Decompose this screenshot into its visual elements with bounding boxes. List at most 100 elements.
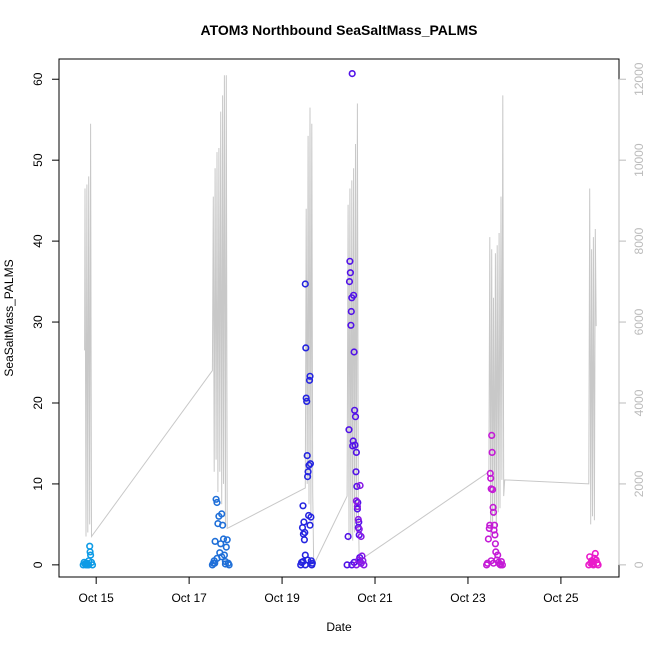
data-point xyxy=(301,280,309,288)
y-tick-label: 50 xyxy=(31,153,45,167)
data-point xyxy=(352,561,361,569)
data-point xyxy=(488,431,496,440)
y-tick-label: 40 xyxy=(31,234,45,248)
data-point xyxy=(344,532,352,541)
data-point xyxy=(347,307,355,316)
x-axis: Oct 15 Oct 17 Oct 19 Oct 21 Oct 23 Oct 25 xyxy=(78,576,579,605)
data-point xyxy=(86,551,95,559)
data-point xyxy=(308,559,316,567)
data-point xyxy=(343,561,351,569)
data-point xyxy=(357,532,365,541)
data-point xyxy=(350,291,358,299)
data-point xyxy=(351,441,359,449)
x-tick-label: Oct 23 xyxy=(450,591,486,605)
data-point xyxy=(300,536,309,544)
data-point xyxy=(351,413,360,421)
data-point xyxy=(497,557,506,566)
data-point xyxy=(488,448,496,457)
data-point xyxy=(222,543,230,551)
secondary-y-tick-label: 2000 xyxy=(632,470,646,497)
data-point xyxy=(353,482,361,491)
data-point xyxy=(350,348,358,356)
data-point xyxy=(218,553,226,561)
data-point xyxy=(352,448,361,457)
data-point xyxy=(348,69,356,78)
data-point xyxy=(489,508,498,516)
data-point xyxy=(345,426,353,434)
data-point xyxy=(211,537,219,546)
data-point xyxy=(86,548,94,556)
data-point xyxy=(498,561,507,569)
data-point xyxy=(487,474,495,482)
x-tick-label: Oct 17 xyxy=(171,591,207,605)
secondary-y-tick-label: 0 xyxy=(632,561,646,568)
data-point xyxy=(347,321,355,329)
secondary-series xyxy=(84,75,597,566)
data-point xyxy=(345,278,354,286)
data-points xyxy=(79,69,602,569)
y-tick-label: 20 xyxy=(31,396,45,410)
data-point xyxy=(225,561,233,569)
data-point xyxy=(219,521,227,529)
data-point xyxy=(489,559,498,567)
data-point xyxy=(303,397,311,406)
data-point xyxy=(594,561,602,569)
data-point xyxy=(356,481,364,490)
data-point xyxy=(86,542,94,550)
data-point xyxy=(353,505,362,513)
data-point xyxy=(305,376,314,384)
y-tick-label: 10 xyxy=(31,477,45,491)
data-point xyxy=(486,521,494,529)
y-tick-label: 0 xyxy=(31,561,45,568)
data-point xyxy=(211,559,219,567)
data-point xyxy=(491,531,499,539)
y-tick-label: 30 xyxy=(31,315,45,329)
data-point xyxy=(307,513,315,521)
data-point xyxy=(85,561,93,569)
secondary-y-tick-label: 4000 xyxy=(632,389,646,416)
data-point xyxy=(301,528,309,537)
x-axis-label: Date xyxy=(326,620,352,634)
secondary-y-tick-label: 12000 xyxy=(632,62,646,96)
y-axis-label: SeaSaltMass_PALMS xyxy=(2,259,16,376)
data-point xyxy=(484,535,493,543)
x-tick-label: Oct 21 xyxy=(357,591,393,605)
data-point xyxy=(306,372,314,380)
data-point xyxy=(299,502,307,510)
data-point xyxy=(306,521,314,529)
y-tick-label: 60 xyxy=(31,72,45,86)
secondary-series-line xyxy=(84,75,597,566)
data-point xyxy=(218,510,226,518)
data-point xyxy=(223,536,231,544)
secondary-y-tick-label: 6000 xyxy=(632,308,646,335)
secondary-y-tick-label: 8000 xyxy=(632,227,646,254)
data-point xyxy=(306,460,315,468)
data-point xyxy=(490,521,499,529)
data-point xyxy=(355,525,363,533)
x-tick-label: Oct 25 xyxy=(543,591,579,605)
chart-title: ATOM3 Northbound SeaSaltMass_PALMS xyxy=(201,22,478,38)
data-point xyxy=(352,468,360,476)
data-point xyxy=(354,515,362,524)
data-point xyxy=(301,561,309,569)
data-point xyxy=(489,486,497,494)
data-point xyxy=(353,503,362,511)
plot-frame xyxy=(58,58,620,578)
data-point xyxy=(351,406,359,414)
secondary-y-tick-label: 10000 xyxy=(632,143,646,177)
data-point xyxy=(300,518,308,526)
data-point xyxy=(302,394,310,402)
data-point xyxy=(304,468,312,476)
x-tick-label: Oct 19 xyxy=(264,591,300,605)
data-point xyxy=(591,549,599,558)
data-point xyxy=(589,561,598,569)
data-point xyxy=(346,269,355,277)
data-point xyxy=(346,257,354,265)
data-point xyxy=(494,551,502,559)
data-point xyxy=(302,344,310,352)
data-point xyxy=(303,452,311,460)
secondary-y-axis: 0 2000 4000 6000 8000 10000 12000 xyxy=(618,62,646,568)
data-point xyxy=(219,535,228,543)
data-point xyxy=(221,560,229,568)
